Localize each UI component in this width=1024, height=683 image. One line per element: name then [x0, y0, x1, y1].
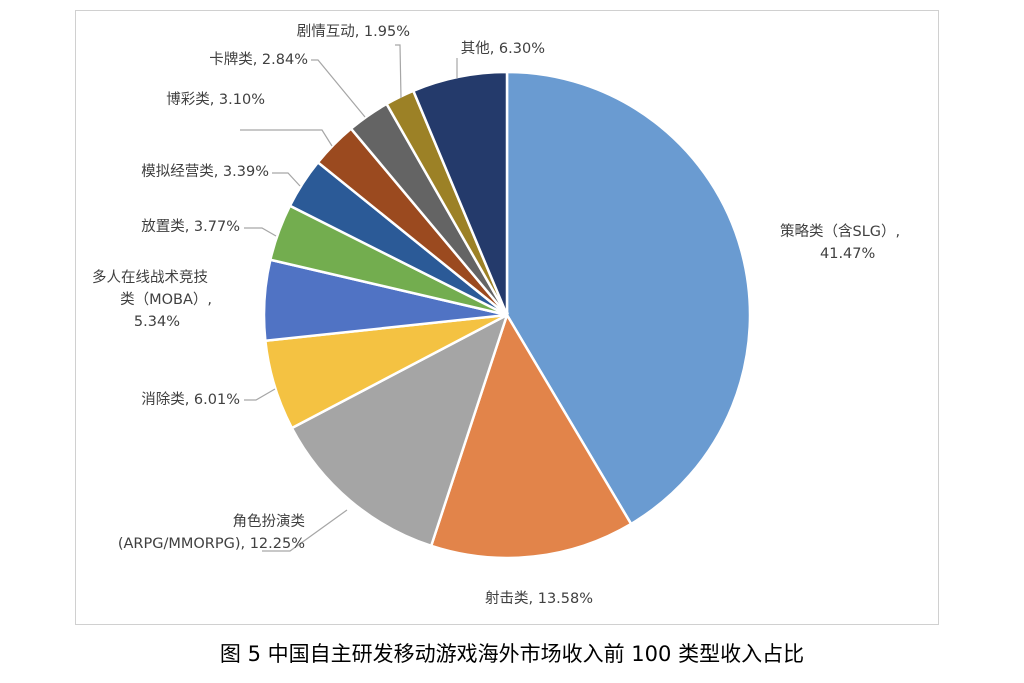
- leader-line: [244, 227, 277, 237]
- data-label: 放置类, 3.77%: [141, 218, 240, 235]
- data-label: 其他, 6.30%: [461, 40, 545, 57]
- data-label: 射击类, 13.58%: [485, 590, 593, 607]
- data-label: 博彩类, 3.10%: [166, 91, 265, 108]
- pie-slice: [290, 312, 510, 548]
- pie-slice: [429, 311, 633, 560]
- leader-line: [395, 44, 402, 99]
- leader-line: [240, 129, 333, 147]
- leader-line: [262, 509, 348, 552]
- pie-slice: [505, 70, 752, 526]
- data-label: 角色扮演类(ARPG/MMORPG), 12.25%: [118, 513, 305, 552]
- leader-line: [311, 59, 366, 118]
- leader-line: [244, 388, 276, 401]
- data-label: 策略类（含SLG）, 41.47%: [780, 223, 900, 262]
- leader-line: [272, 172, 301, 187]
- chart-frame: [75, 10, 939, 625]
- data-label: 剧情互动, 1.95%: [297, 23, 410, 40]
- data-label: 消除类, 6.01%: [141, 391, 240, 408]
- figure-caption: 图 5 中国自主研发移动游戏海外市场收入前 100 类型收入占比: [219, 642, 805, 666]
- pie-slice: [411, 70, 509, 316]
- data-label: 卡牌类, 2.84%: [209, 51, 308, 68]
- data-label: 模拟经营类, 3.39%: [141, 163, 269, 180]
- data-label: 多人在线战术竞技类（MOBA）, 5.34%: [92, 268, 212, 330]
